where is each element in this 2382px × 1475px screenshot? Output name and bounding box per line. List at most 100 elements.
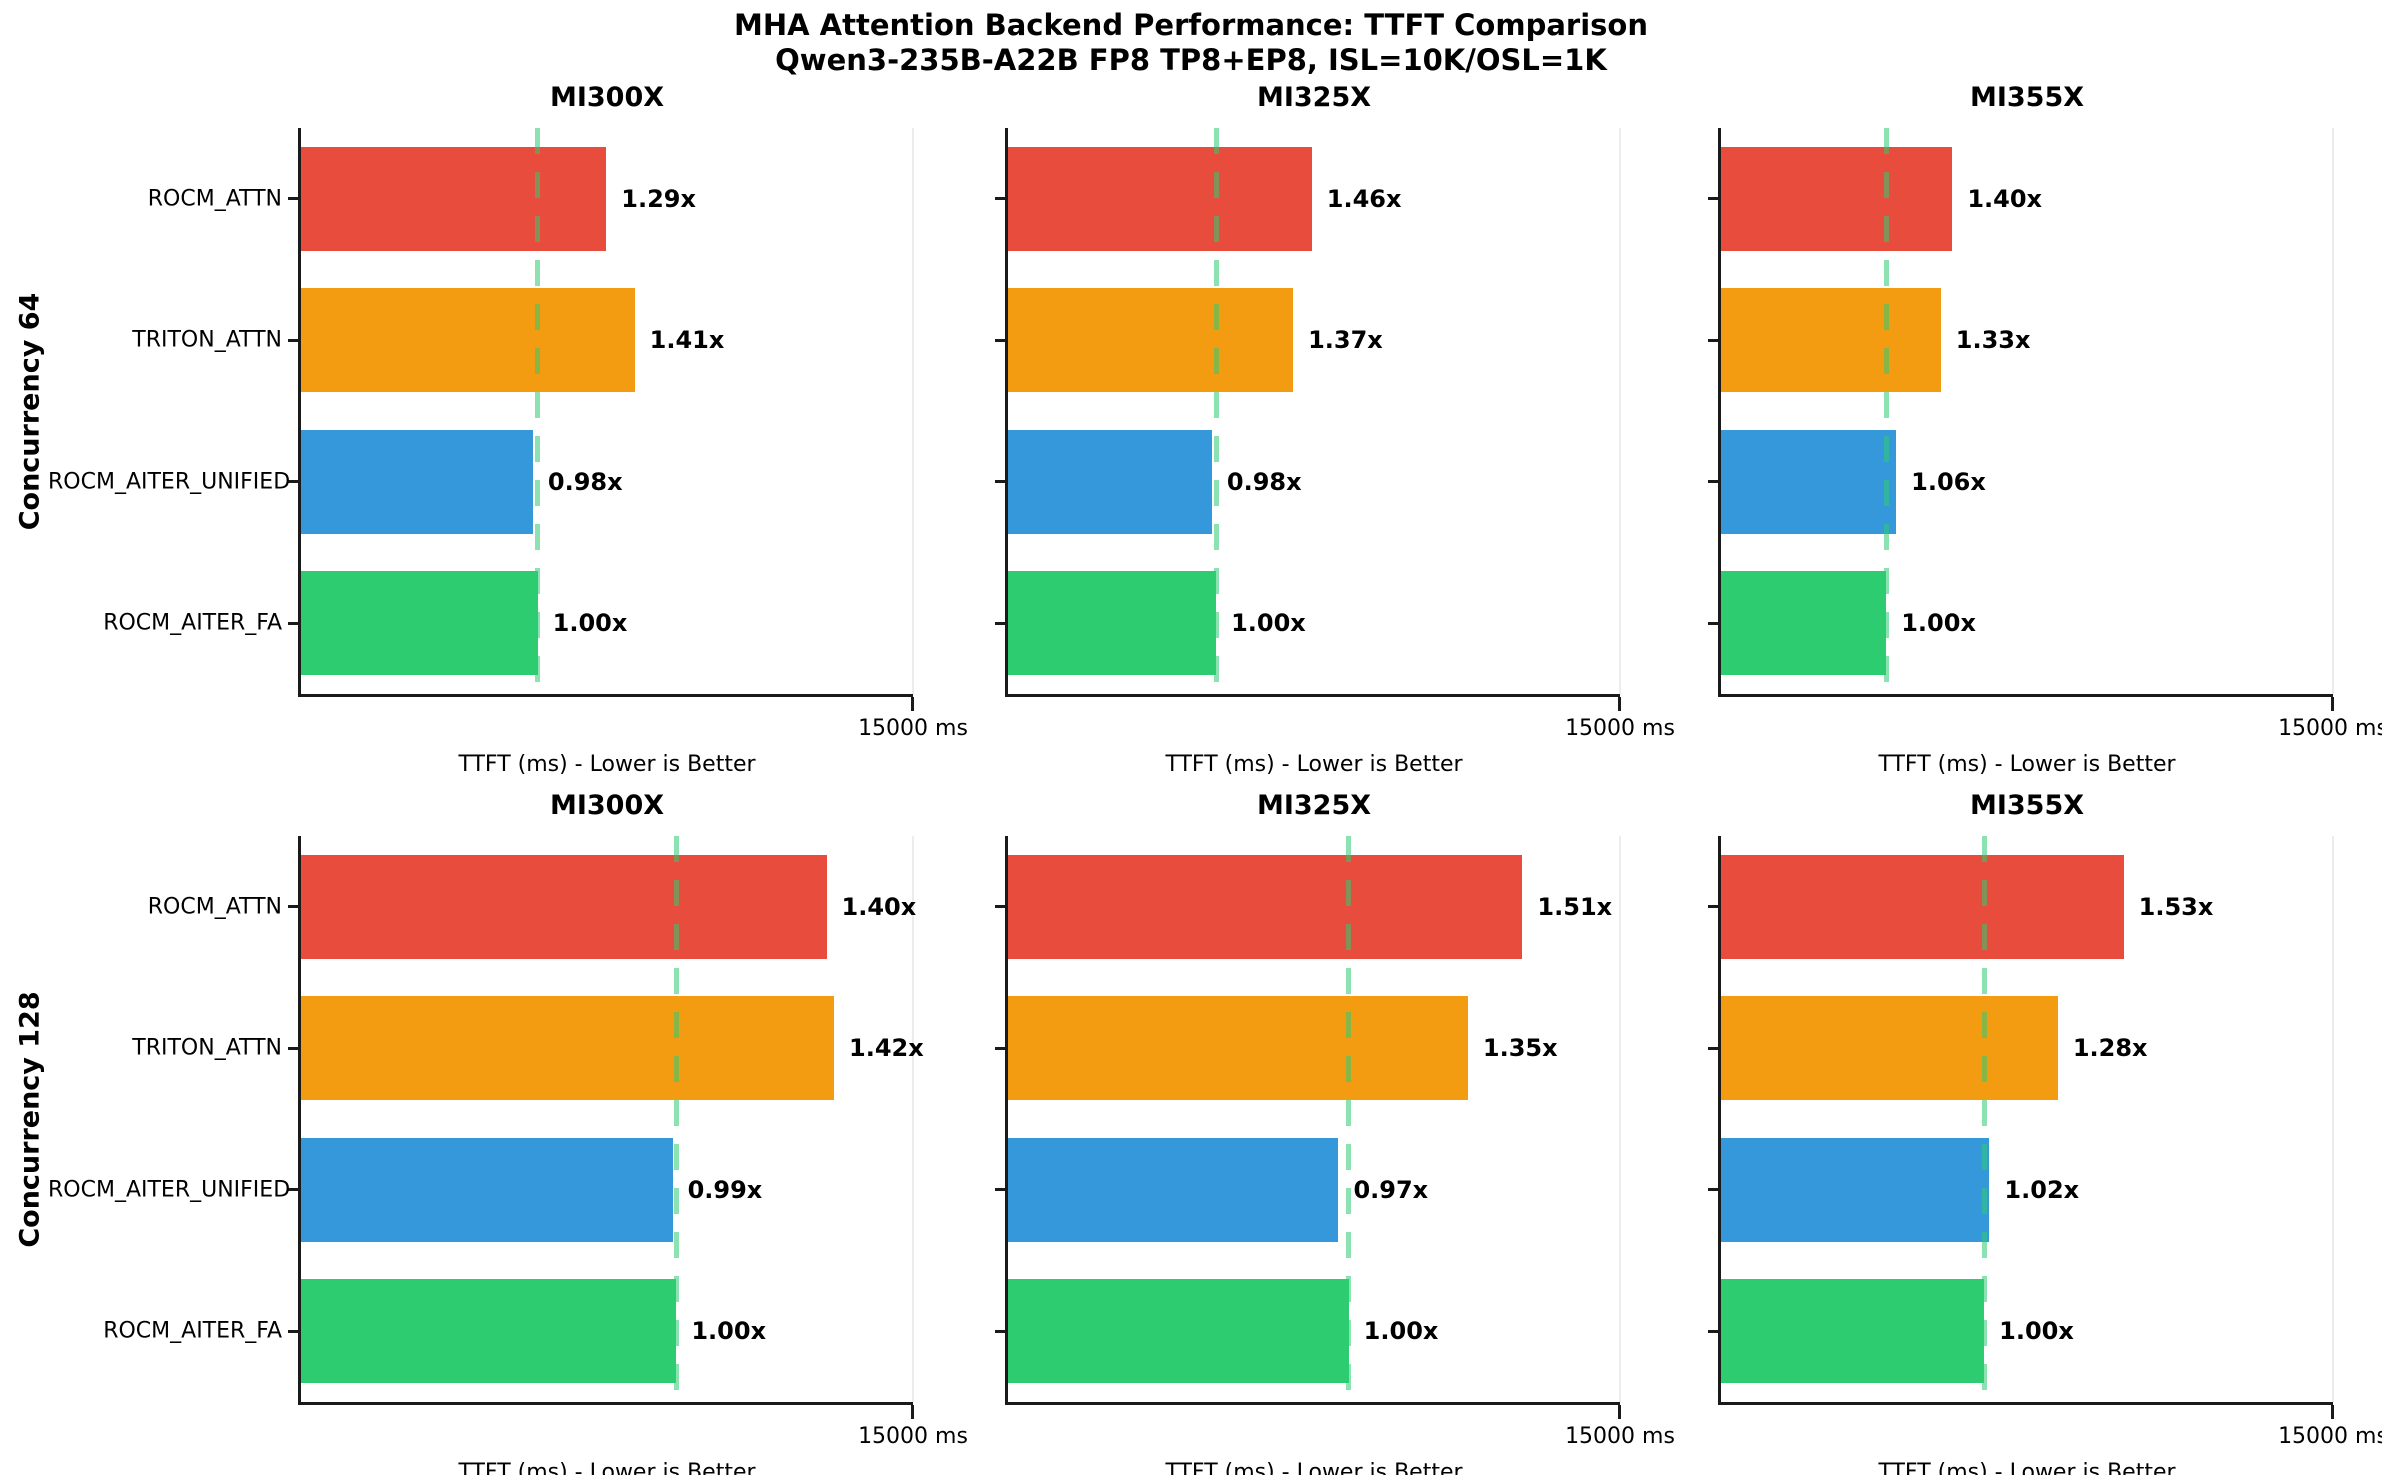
y-tick-mark — [1708, 621, 1718, 625]
bar-rocm-aiter-fa — [1008, 571, 1217, 676]
y-tick-mark — [995, 1329, 1005, 1333]
x-tick-mark — [2331, 697, 2334, 711]
bar-rocm-attn — [1008, 146, 1312, 251]
bar-rocm-aiter-unified — [301, 1137, 673, 1242]
bar-triton-attn — [1008, 996, 1468, 1101]
x-axis-label: TTFT (ms) - Lower is Better — [1165, 752, 1463, 777]
y-tick-mark — [1708, 905, 1718, 909]
y-tick-mark — [288, 1188, 298, 1192]
subplot-mi325x-row1: MI325X 1.46x 1.37x 0.98x 1.00x 15000 ms TTFT (… — [995, 82, 1675, 777]
axis-right-gridline — [1619, 128, 1621, 694]
row-label-concurrency-64: Concurrency 64 — [0, 128, 60, 694]
bar-value-label: 0.98x — [547, 467, 623, 496]
category-label-rocm-aiter-fa: ROCM_AITER_FA — [103, 610, 282, 636]
bar-value-label: 1.00x — [691, 1317, 767, 1346]
axis-right-gridline — [912, 128, 914, 694]
subplot-title: MI300X — [549, 790, 665, 821]
x-max-tick-label: 15000 ms — [1565, 716, 1675, 741]
bar-rocm-aiter-unified — [1008, 1137, 1339, 1242]
bar-rocm-attn — [301, 146, 607, 251]
bar-rocm-attn — [1721, 146, 1953, 251]
y-tick-mark — [995, 905, 1005, 909]
category-label-rocm-aiter-unified: ROCM_AITER_UNIFIED — [48, 469, 291, 495]
bar-triton-attn — [1008, 288, 1294, 393]
bar-rocm-attn — [1721, 854, 2124, 959]
bar-value-label: 1.00x — [552, 609, 628, 638]
bar-value-label: 1.40x — [841, 892, 917, 921]
bar-rocm-aiter-unified — [1721, 1137, 1990, 1242]
bar-value-label: 1.51x — [1537, 892, 1613, 921]
baseline-reference-line — [535, 128, 541, 694]
bar-value-label: 1.00x — [1999, 1317, 2074, 1346]
y-tick-mark — [288, 338, 298, 342]
baseline-reference-line — [1883, 128, 1889, 694]
baseline-reference-line — [673, 836, 679, 1402]
y-tick-mark — [995, 480, 1005, 484]
category-label-rocm-aiter-unified: ROCM_AITER_UNIFIED — [48, 1177, 291, 1203]
bar-rocm-attn — [1008, 854, 1523, 959]
bar-value-label: 1.46x — [1326, 184, 1402, 213]
y-tick-mark — [1708, 1046, 1718, 1050]
x-max-tick-label: 15000 ms — [858, 716, 968, 741]
x-tick-mark — [1618, 697, 1621, 711]
main-title-line2: Qwen3-235B-A22B FP8 TP8+EP8, ISL=10K/OSL… — [775, 43, 1607, 77]
subplot-mi300x-row2: MI300X 1.40x ROCM_ATTN 1.42x TRITON_ATTN 0.99… — [48, 790, 968, 1475]
bar-value-label: 1.33x — [1955, 326, 2031, 355]
y-tick-mark — [995, 197, 1005, 201]
x-tick-mark — [2331, 1405, 2334, 1419]
y-tick-mark — [288, 905, 298, 909]
y-tick-mark — [1708, 197, 1718, 201]
bar-rocm-aiter-fa — [301, 571, 538, 676]
bar-rocm-aiter-fa — [301, 1279, 677, 1384]
y-tick-mark — [1708, 480, 1718, 484]
category-label-rocm-aiter-fa: ROCM_AITER_FA — [103, 1318, 282, 1344]
axis-right-gridline — [912, 836, 914, 1402]
y-tick-mark — [995, 1188, 1005, 1192]
bar-triton-attn — [1721, 996, 2058, 1101]
category-label-triton-attn: TRITON_ATTN — [132, 327, 282, 353]
x-axis-label: TTFT (ms) - Lower is Better — [458, 752, 756, 777]
subplot-mi300x-row1: MI300X 1.29x ROCM_ATTN 1.41x TRITON_ATTN 0.98… — [48, 82, 968, 777]
row-label-text: Concurrency 64 — [14, 292, 46, 530]
bar-value-label: 1.00x — [1901, 609, 1976, 638]
subplot-title: MI355X — [1969, 790, 2085, 821]
subplot-mi325x-row2: MI325X 1.51x 1.35x 0.97x 1.00x 15000 ms TTFT (… — [995, 790, 1675, 1475]
bar-value-label: 1.06x — [1911, 467, 1986, 496]
x-axis-label: TTFT (ms) - Lower is Better — [1878, 752, 2176, 777]
subplot-mi355x-row1: MI355X 1.40x 1.33x 1.06x 1.00x 15000 ms TTFT (… — [1708, 82, 2382, 777]
baseline-reference-line — [1213, 128, 1219, 694]
bar-value-label: 1.40x — [1967, 184, 2043, 213]
bar-value-label: 0.97x — [1353, 1175, 1429, 1204]
bar-rocm-aiter-fa — [1008, 1279, 1349, 1384]
bar-rocm-aiter-unified — [1008, 429, 1212, 534]
bar-value-label: 0.99x — [687, 1175, 763, 1204]
x-max-tick-label: 15000 ms — [1565, 1424, 1675, 1449]
y-tick-mark — [288, 197, 298, 201]
y-tick-mark — [288, 621, 298, 625]
subplot-title: MI325X — [1256, 82, 1372, 113]
row-label-text: Concurrency 128 — [14, 990, 46, 1248]
bar-rocm-aiter-fa — [1721, 571, 1887, 676]
y-tick-mark — [995, 621, 1005, 625]
subplot-mi355x-row2: MI355X 1.53x 1.28x 1.02x 1.00x 15000 ms TTFT (… — [1708, 790, 2382, 1475]
bar-value-label: 1.00x — [1363, 1317, 1439, 1346]
x-tick-mark — [911, 1405, 914, 1419]
axis-right-gridline — [1619, 836, 1621, 1402]
bar-value-label: 1.28x — [2072, 1034, 2148, 1063]
y-tick-mark — [995, 338, 1005, 342]
bar-triton-attn — [301, 996, 834, 1101]
axis-right-gridline — [2332, 836, 2334, 1402]
main-title: MHA Attention Backend Performance: TTFT … — [0, 8, 2382, 78]
category-label-triton-attn: TRITON_ATTN — [132, 1035, 282, 1061]
y-tick-mark — [288, 480, 298, 484]
bar-triton-attn — [1721, 288, 1941, 393]
x-max-tick-label: 15000 ms — [2278, 716, 2382, 741]
bar-value-label: 0.98x — [1226, 467, 1302, 496]
row-label-concurrency-128: Concurrency 128 — [0, 836, 60, 1402]
x-axis-label: TTFT (ms) - Lower is Better — [1165, 1460, 1463, 1475]
bar-value-label: 1.00x — [1231, 609, 1306, 638]
y-tick-mark — [288, 1329, 298, 1333]
baseline-reference-line — [1346, 836, 1352, 1402]
bar-value-label: 1.37x — [1308, 326, 1383, 355]
category-label-rocm-attn: ROCM_ATTN — [147, 894, 282, 920]
